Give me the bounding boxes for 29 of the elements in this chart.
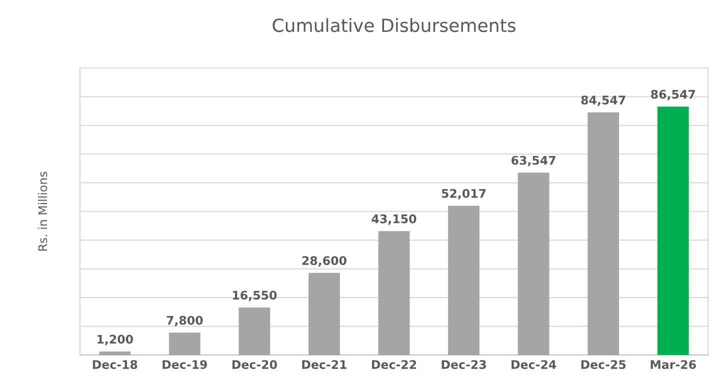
bar: [378, 231, 410, 355]
x-tick-label: Dec-25: [581, 360, 626, 369]
bar: [99, 352, 131, 355]
data-label: 7,800: [166, 316, 203, 326]
data-label: 52,017: [442, 188, 486, 200]
bar: [238, 308, 270, 355]
x-tick-label: Dec-24: [512, 360, 556, 369]
x-tick-label: Dec-20: [232, 360, 277, 369]
data-label: 84,547: [581, 96, 626, 106]
x-tick-label: Dec-21: [302, 360, 346, 369]
bar: [168, 332, 200, 355]
bar: [308, 272, 340, 355]
bar: [588, 112, 620, 355]
data-label: 16,550: [233, 290, 277, 302]
chart-title: Cumulative Disbursements: [272, 18, 516, 32]
bar: [657, 106, 689, 355]
x-tick-label: Dec-22: [372, 360, 416, 369]
bar: [518, 172, 550, 355]
x-tick-label: Dec-23: [442, 360, 486, 369]
bar: [448, 206, 480, 355]
y-axis-title: Rs. in Millions: [38, 172, 48, 251]
data-label: 43,150: [372, 214, 416, 225]
data-label: 86,547: [651, 90, 695, 100]
data-label: 28,600: [302, 256, 346, 267]
x-tick-label: Dec-19: [162, 360, 207, 369]
x-tick-label: Mar-26: [650, 360, 696, 369]
data-label: 63,547: [512, 156, 556, 166]
data-label: 1,200: [98, 334, 133, 346]
x-tick-label: Dec-18: [92, 360, 138, 369]
